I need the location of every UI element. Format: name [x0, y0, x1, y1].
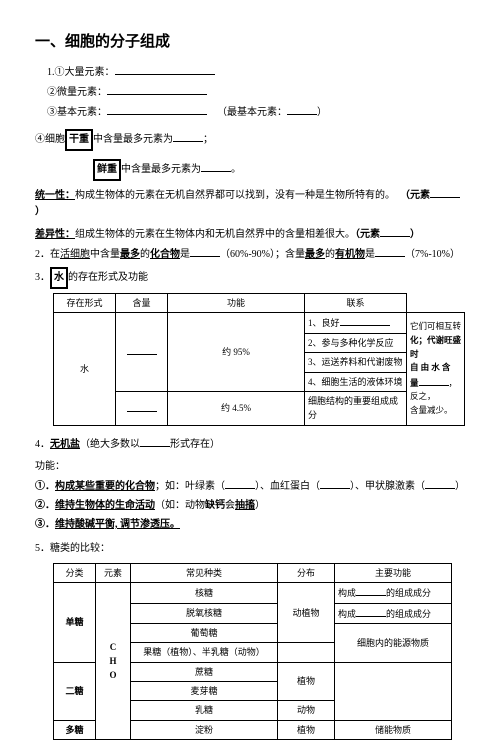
item-4-gn: 功能： — [35, 459, 465, 475]
item-1b: ②微量元素： — [47, 84, 465, 101]
item-1e: 鲜重中含量最多元素为。 — [93, 159, 465, 181]
item-4a: ①．构成某些重要的化合物；如：叶绿素（）、血红蛋白（）、甲状腺激素（） — [35, 478, 465, 495]
water-table: 存在形式含量功能联系 水 约 95% 1、良好 它们可相互转化；代谢旺盛时自 由… — [53, 293, 465, 426]
page-title: 一、细胞的分子组成 — [35, 30, 465, 54]
item-2: 2．在活细胞中含量最多的化合物是（60%-90%）；含量最多的有机物是（7%-1… — [35, 246, 465, 263]
item-3: 3．水的存在形式及功能 — [35, 267, 465, 289]
item-1d: ④细胞干重中含量最多元素为； — [35, 129, 465, 151]
item-4c: ③．维持酸碱平衡, 调节渗透压。 — [35, 517, 465, 533]
chayi-row: 差异性：组成生物体的元素在生物体内和无机自然界中的含量相差很大。（元素） — [35, 226, 465, 243]
item-5: 5．糖类的比较： — [35, 541, 465, 557]
item-1a: 1.①大量元素： — [47, 64, 465, 81]
item-4b: ②．维持生物体的生命活动（如：动物缺钙会抽搐） — [35, 498, 465, 514]
tongyi-row: 统一性：构成生物体的元素在无机自然界都可以找到，没有一种是生物所特有的。 （元素… — [35, 187, 465, 220]
sugar-table: 分类元素常见种类分布主要功能 单糖C H O核糖动植物构成的组成成分 脱氧核糖构… — [53, 563, 452, 740]
item-1c: ③基本元素： （最基本元素：） — [47, 104, 465, 121]
item-4: 4．无机盐（绝大多数以形式存在） — [35, 436, 465, 453]
